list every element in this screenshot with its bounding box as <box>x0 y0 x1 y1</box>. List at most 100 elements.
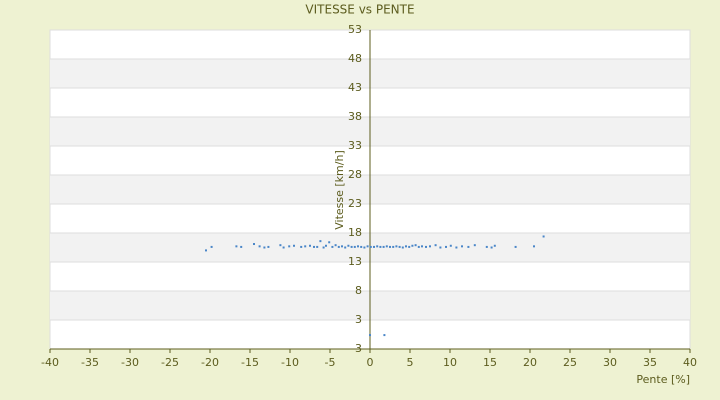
point <box>279 244 282 247</box>
y-tick-label: 43 <box>348 81 362 94</box>
y-tick-label: 23 <box>348 197 362 210</box>
point <box>461 245 463 248</box>
point <box>304 245 307 248</box>
point <box>353 245 356 248</box>
point <box>408 245 411 248</box>
point <box>263 246 266 249</box>
point <box>382 245 385 248</box>
point <box>411 244 414 247</box>
point <box>467 245 470 248</box>
point <box>288 245 291 248</box>
y-tick-label: 53 <box>348 23 362 36</box>
x-tick-label: 0 <box>367 356 374 369</box>
x-tick-label: 10 <box>443 356 457 369</box>
y-tick-label: 28 <box>348 168 362 181</box>
point <box>376 245 379 248</box>
point <box>309 244 311 247</box>
point <box>542 235 545 238</box>
point <box>398 245 401 248</box>
point <box>350 245 353 248</box>
x-tick-label: -35 <box>81 356 99 369</box>
point <box>205 249 207 252</box>
point <box>533 245 535 248</box>
point <box>357 245 359 248</box>
point <box>485 245 488 248</box>
x-tick-label: -25 <box>161 356 179 369</box>
point <box>293 244 295 247</box>
point <box>425 245 427 248</box>
point <box>434 244 437 247</box>
point <box>383 334 386 337</box>
x-tick-label: -40 <box>41 356 59 369</box>
point <box>389 245 391 248</box>
y-tick-label: 48 <box>348 52 362 65</box>
point <box>395 245 398 248</box>
x-tick-label: -5 <box>325 356 336 369</box>
point <box>369 334 371 337</box>
point <box>455 246 458 249</box>
point <box>300 245 303 248</box>
point <box>449 244 452 247</box>
point <box>392 245 395 248</box>
point <box>366 245 369 248</box>
point <box>429 245 431 248</box>
point <box>401 246 404 249</box>
point <box>363 246 366 249</box>
point <box>253 243 255 246</box>
y-tick-label: 8 <box>355 284 362 297</box>
point <box>319 240 322 243</box>
y-axis-label: Vitesse [km/h] <box>333 150 346 230</box>
x-tick-label: 35 <box>643 356 657 369</box>
point <box>417 245 420 248</box>
x-tick-label: -30 <box>121 356 139 369</box>
x-tick-label: 25 <box>563 356 577 369</box>
point <box>210 245 213 248</box>
point <box>473 244 476 247</box>
point <box>341 245 343 248</box>
point <box>373 245 375 248</box>
y-tick-label: 18 <box>348 226 362 239</box>
x-tick-label: 30 <box>603 356 617 369</box>
point <box>282 246 285 249</box>
y-tick-label: 33 <box>348 139 362 152</box>
point <box>493 244 496 247</box>
point <box>322 246 325 249</box>
point <box>313 245 315 248</box>
x-tick-label: -20 <box>201 356 219 369</box>
point <box>347 244 350 247</box>
point <box>258 245 261 248</box>
point <box>334 244 337 247</box>
point <box>405 245 407 248</box>
x-tick-label: -10 <box>281 356 299 369</box>
point <box>379 245 382 248</box>
point <box>490 246 493 249</box>
point <box>414 244 417 247</box>
y-tick-label: 13 <box>348 255 362 268</box>
point <box>514 245 517 248</box>
point <box>360 245 363 248</box>
x-axis-label: Pente [%] <box>636 373 690 386</box>
point <box>421 245 423 248</box>
x-tick-label: -15 <box>241 356 259 369</box>
point <box>445 245 447 248</box>
chart-title: VITESSE vs PENTE <box>305 3 414 17</box>
x-tick-label: 15 <box>483 356 497 369</box>
x-tick-label: 40 <box>683 356 697 369</box>
y-tick-label: 38 <box>348 110 362 123</box>
point <box>369 245 372 248</box>
x-tick-label: 5 <box>407 356 414 369</box>
point <box>325 244 327 247</box>
point <box>316 245 319 248</box>
point <box>267 245 270 248</box>
point <box>328 241 331 244</box>
point <box>337 245 340 248</box>
point <box>344 246 347 249</box>
x-tick-label: 20 <box>523 356 537 369</box>
point <box>240 245 243 248</box>
y-tick-label: 3 <box>355 313 362 326</box>
point <box>235 245 238 248</box>
point <box>385 245 388 248</box>
point <box>331 245 334 248</box>
